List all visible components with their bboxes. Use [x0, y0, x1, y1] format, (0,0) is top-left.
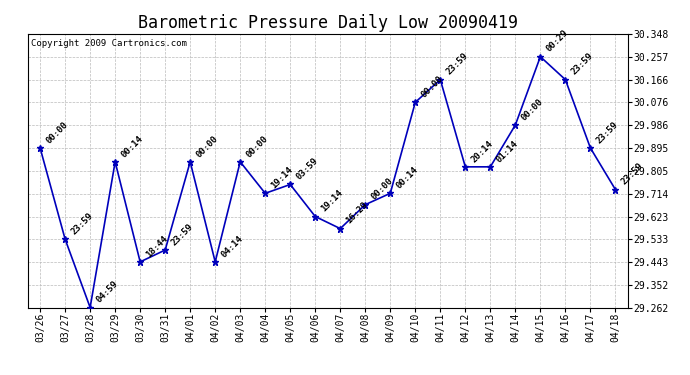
Text: 20:14: 20:14: [469, 139, 495, 164]
Text: 16:29: 16:29: [344, 201, 370, 226]
Text: 03:59: 03:59: [295, 156, 319, 182]
Text: 19:14: 19:14: [269, 165, 295, 190]
Text: 00:00: 00:00: [520, 97, 545, 122]
Text: 01:14: 01:14: [495, 139, 520, 164]
Text: 23:59: 23:59: [595, 120, 620, 145]
Text: 00:00: 00:00: [44, 120, 70, 145]
Text: 23:59: 23:59: [620, 161, 645, 187]
Text: 00:00: 00:00: [195, 134, 219, 159]
Text: 04:14: 04:14: [219, 234, 245, 259]
Text: Copyright 2009 Cartronics.com: Copyright 2009 Cartronics.com: [30, 39, 186, 48]
Text: 00:29: 00:29: [544, 28, 570, 54]
Text: 23:59: 23:59: [569, 51, 595, 77]
Text: 23:59: 23:59: [444, 51, 470, 77]
Text: 19:14: 19:14: [319, 188, 345, 214]
Text: 23:59: 23:59: [169, 222, 195, 247]
Text: 00:14: 00:14: [119, 134, 145, 159]
Text: 00:14: 00:14: [395, 165, 420, 190]
Text: 04:59: 04:59: [95, 279, 119, 305]
Text: 23:59: 23:59: [69, 211, 95, 236]
Text: 00:00: 00:00: [369, 177, 395, 202]
Title: Barometric Pressure Daily Low 20090419: Barometric Pressure Daily Low 20090419: [138, 14, 518, 32]
Text: 00:00: 00:00: [244, 134, 270, 159]
Text: 18:44: 18:44: [144, 234, 170, 259]
Text: 00:00: 00:00: [420, 74, 445, 99]
